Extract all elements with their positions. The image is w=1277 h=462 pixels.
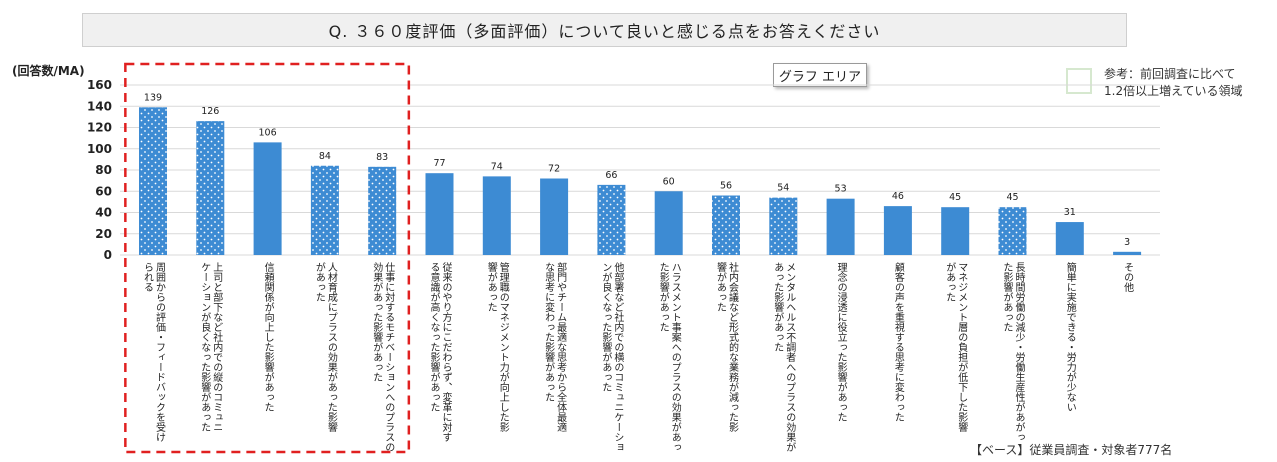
bar-value-label: 53 (835, 184, 847, 195)
highlight-box (124, 62, 411, 454)
base-note: 【ベース】従業員調査・対象者777名 (970, 443, 1173, 457)
bar (425, 173, 454, 255)
y-axis-ticks: 0 20 40 60 80 100 120 140 160 (87, 78, 112, 262)
bar-value-label: 72 (548, 164, 560, 175)
bar (998, 207, 1027, 255)
bar (883, 206, 912, 255)
bar-value-label: 139 (144, 92, 162, 103)
x-category-label: 部門やチーム最適な思考から全体最適 (555, 261, 567, 432)
bar (826, 198, 855, 255)
x-category-label: 響があった (715, 261, 727, 312)
x-category-label: があった (944, 261, 956, 302)
bar-value-label: 106 (259, 127, 277, 138)
bar-value-label: 46 (892, 191, 904, 202)
bar-value-label: 84 (319, 151, 331, 162)
x-category-label: 人材育成にプラスの効果があった影響 (325, 262, 337, 433)
bar-value-label: 60 (663, 176, 675, 187)
bar-value-label: 66 (605, 170, 617, 181)
y-tick-label: 100 (87, 142, 112, 156)
x-category-label: た影響があった (1001, 262, 1013, 332)
bar (310, 165, 339, 255)
bar-value-label: 83 (376, 152, 388, 163)
bar (368, 166, 397, 255)
bar-value-label: 31 (1064, 207, 1076, 218)
x-category-label: 響があった (485, 261, 497, 312)
y-tick-label: 60 (95, 184, 112, 198)
bar (941, 207, 970, 255)
bar-value-label: 45 (949, 192, 961, 203)
y-axis-label: (回答数/MA) (12, 64, 85, 78)
y-tick-label: 0 (104, 248, 112, 262)
bar-value-label: 54 (777, 183, 789, 194)
y-tick-label: 120 (87, 121, 112, 135)
bar (253, 142, 282, 255)
bar (654, 191, 683, 255)
x-category-label: な思考に変わった影響があった (543, 262, 555, 402)
legend-swatch (1066, 68, 1092, 94)
x-category-label: メンタルヘルス不調者へのプラスの効果が (784, 262, 796, 452)
x-category-label: 仕事に対するモチベーションへのプラスの (383, 261, 395, 452)
legend-text-line1: 参考：前回調査に比べて (1104, 67, 1236, 81)
x-category-label: マネジメント層の負担が低下した影響 (956, 262, 968, 433)
x-category-label: 長時間労働の減少・労働生産性があがっ (1013, 262, 1025, 442)
x-category-label: ハラスメント事案へのプラスの効果があっ (669, 262, 681, 452)
bar (1055, 222, 1084, 255)
chart-title: Q. ３６０度評価（多面評価）について良いと感じる点をお答えください (82, 13, 1127, 47)
x-category-label: 管理職のマネジメント力が向上した影 (497, 261, 509, 433)
bar-value-label: 126 (201, 106, 219, 117)
x-category-label: 従来のやり方にこだわらず、変革に対す (440, 261, 452, 442)
bar-value-label: 77 (433, 158, 445, 169)
x-category-label: 上司と部下など社内での縦のコミュニ (211, 262, 223, 432)
x-category-label: ケーションが良くなった影響があった (199, 262, 211, 432)
bar (139, 107, 167, 255)
bar (1113, 251, 1142, 255)
x-category-label: 顧客の声を重視する思考に変わった (892, 261, 904, 422)
x-category-label: 信頼関係が向上した影響があった (262, 262, 274, 412)
x-category-label: があった (313, 261, 325, 302)
x-category-label: 簡単に実施できる・労力が少ない (1064, 261, 1076, 412)
x-category-label: その他 (1122, 262, 1134, 293)
bar-value-label: 56 (720, 181, 732, 192)
y-tick-label: 20 (95, 227, 112, 241)
bar (482, 176, 511, 255)
x-category-label: 効果があった影響があった (371, 261, 383, 382)
x-category-label: 理念の浸透に役立った影響があった (835, 262, 847, 422)
legend-text-line2: 1.2倍以上増えている領域 (1104, 84, 1243, 98)
bar (540, 178, 569, 255)
bar (712, 195, 740, 255)
bar (196, 121, 225, 255)
x-category-label: 社内会議など形式的な業務が減った影 (727, 261, 739, 433)
x-category-label: る意識が高くなった影響があった (428, 262, 440, 412)
grid-lines (120, 84, 1160, 256)
y-tick-label: 140 (87, 99, 112, 113)
y-tick-label: 80 (95, 163, 112, 177)
y-tick-label: 40 (95, 206, 112, 220)
bar (597, 184, 626, 255)
x-category-label: た影響があった (657, 262, 669, 332)
x-category-label: 他部署など社内での横のコミュニケーショ (612, 261, 624, 452)
x-category-label: 周囲からの評価・フィードバックを受け (154, 262, 166, 442)
bar-value-label: 74 (491, 161, 503, 172)
bar-value-label: 45 (1006, 192, 1018, 203)
x-category-label: られる (142, 262, 154, 292)
bar-value-label: 3 (1124, 237, 1130, 248)
bar (769, 197, 798, 255)
graph-area-tooltip: グラフ エリア (773, 63, 867, 87)
y-tick-label: 160 (87, 78, 112, 92)
bars: 139 126 106 84 83 77 74 72 66 60 56 54 53 46 45 45 31 3 (139, 92, 1142, 255)
x-category-label: ンが良くなった影響があった (600, 262, 612, 392)
x-category-label: あった影響があった (772, 262, 784, 352)
